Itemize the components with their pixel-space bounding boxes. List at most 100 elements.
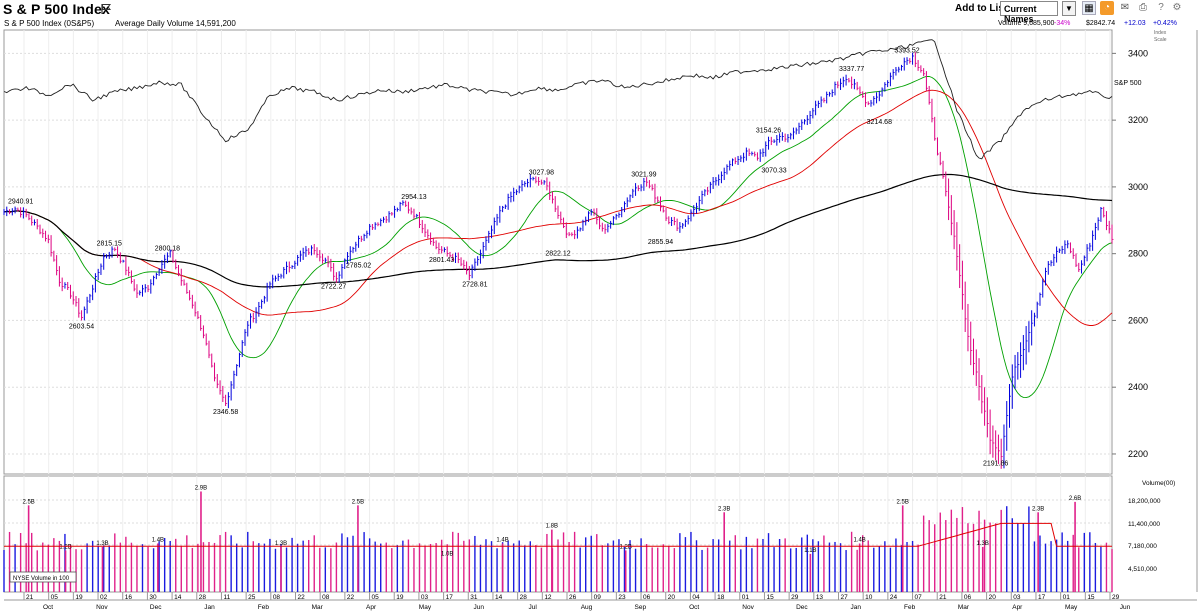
x-tick-label: 08	[273, 594, 281, 601]
x-tick-label: 23	[618, 594, 626, 601]
x-tick-label: 17	[1038, 594, 1046, 601]
price-annotation: 2800.18	[155, 246, 180, 253]
rss-icon[interactable]: ◔	[1100, 1, 1114, 15]
volume-peak-label: 1.3B	[977, 541, 989, 547]
x-tick-label: 28	[520, 594, 528, 601]
x-tick-label: 24	[890, 594, 898, 601]
x-tick-label: 30	[149, 594, 157, 601]
volume-moving-average	[4, 522, 1112, 547]
index-scale-label: Index Scale	[1154, 30, 1167, 43]
help-icon[interactable]: ?	[1158, 2, 1164, 13]
price-annotation: 2722.27	[321, 284, 346, 291]
symbol-line: S & P 500 Index (0S&P5)	[4, 19, 95, 28]
price-annotation: 3337.77	[839, 66, 864, 73]
month-label: Jun	[1120, 604, 1131, 611]
x-tick-label: 19	[396, 594, 404, 601]
volume-tick-label: 4,510,000	[1128, 566, 1157, 573]
x-tick-label: 11	[223, 594, 230, 601]
volume-peak-label: 1.2B	[620, 544, 632, 550]
month-label: Jun	[474, 604, 485, 611]
x-tick-label: 25	[248, 594, 256, 601]
volume-tick-label: 7,180,000	[1128, 543, 1157, 550]
info-bar: S & P 500 Index (0S&P5) Average Daily Vo…	[0, 18, 1200, 29]
x-tick-label: 01	[742, 594, 750, 601]
volume-peak-label: 1.3B	[275, 541, 287, 547]
x-tick-label: 20	[668, 594, 676, 601]
volume-legend-label: NYSE Volume in 100	[13, 576, 70, 582]
x-tick-label: 01	[1063, 594, 1071, 601]
x-tick-label: 15	[766, 594, 774, 601]
price-annotation: 2603.54	[69, 323, 94, 330]
month-label: Feb	[258, 604, 270, 611]
month-label: May	[1065, 604, 1078, 611]
month-label: Sep	[635, 604, 647, 611]
volume-peak-label: 1.4B	[152, 537, 164, 543]
volume-peak-label: 1.2B	[59, 544, 71, 550]
volume-peak-label: 2.9B	[195, 485, 207, 491]
price-change-pct: +0.42%	[1153, 20, 1177, 27]
x-tick-label: 05	[372, 594, 380, 601]
list-select[interactable]: Current Names	[1000, 1, 1058, 24]
month-label: Apr	[366, 604, 377, 611]
x-tick-label: 22	[347, 594, 355, 601]
x-tick-label: 22	[298, 594, 306, 601]
price-panel	[3, 29, 1113, 475]
price-annotation: 2785.02	[346, 263, 371, 270]
price-tick-label: 3400	[1128, 48, 1148, 58]
x-tick-label: 10	[865, 594, 873, 601]
month-label: Mar	[312, 604, 324, 611]
x-tick-label: 19	[75, 594, 83, 601]
month-label: Oct	[689, 604, 699, 611]
month-label: Oct	[43, 604, 53, 611]
month-label: May	[419, 604, 432, 611]
x-tick-label: 15	[1087, 594, 1095, 601]
price-annotation: 2728.81	[462, 281, 487, 288]
x-tick-label: 21	[26, 594, 34, 601]
volume-peak-label: 1.4B	[853, 537, 865, 543]
x-tick-label: 13	[816, 594, 824, 601]
x-tick-label: 14	[174, 594, 182, 601]
month-label: Nov	[96, 604, 108, 611]
top-bar: S & P 500 Index Add to List: Current Nam…	[0, 0, 1200, 24]
month-label: Aug	[581, 604, 593, 611]
flag-icon[interactable]	[100, 3, 112, 15]
month-label: Nov	[742, 604, 754, 611]
price-tick-label: 2800	[1128, 249, 1148, 259]
volume-peak-label: 2.3B	[1032, 506, 1044, 512]
price-annotation: 2346.58	[213, 409, 238, 416]
month-label: Dec	[150, 604, 162, 611]
volume-pct: -34%	[1054, 20, 1071, 27]
month-label: Jan	[204, 604, 215, 611]
price-change: +12.03	[1124, 20, 1146, 27]
volume-peak-label: 1.3B	[96, 541, 108, 547]
grid-icon[interactable]: ▦	[1082, 1, 1096, 15]
volume-peak-label: 2.5B	[897, 499, 909, 505]
x-tick-label: 27	[841, 594, 849, 601]
settings-icon[interactable]: ⚙	[1172, 2, 1182, 13]
price-tick-label: 3000	[1128, 182, 1148, 192]
volume-axis-title: Volume(00)	[1142, 480, 1175, 487]
x-tick-label: 26	[569, 594, 577, 601]
month-label: Apr	[1012, 604, 1023, 611]
price-value: $2842.74	[1086, 20, 1116, 27]
price-annotation: 3021.99	[631, 172, 656, 179]
avg-volume: Average Daily Volume 14,591,200	[115, 19, 236, 28]
chevron-down-icon[interactable]: ▼	[1062, 1, 1076, 16]
x-tick-label: 03	[421, 594, 429, 601]
x-tick-label: 03	[1013, 594, 1021, 601]
x-tick-label: 21	[939, 594, 947, 601]
month-label: Feb	[904, 604, 916, 611]
x-tick-label: 07	[915, 594, 923, 601]
price-tick-label: 3200	[1128, 115, 1148, 125]
x-tick-label: 08	[322, 594, 330, 601]
print-icon[interactable]: ⎙	[1139, 2, 1147, 13]
x-tick-label: 04	[692, 594, 700, 601]
volume-peak-label: 1.8B	[546, 524, 558, 530]
price-annotation: 3214.68	[867, 119, 892, 126]
mail-icon[interactable]: ✉	[1120, 2, 1130, 13]
volume-peak-label: 2.5B	[352, 499, 364, 505]
x-tick-label: 16	[125, 594, 133, 601]
price-annotation: 3027.98	[529, 170, 554, 177]
x-tick-label: 06	[643, 594, 651, 601]
month-label: Mar	[958, 604, 970, 611]
